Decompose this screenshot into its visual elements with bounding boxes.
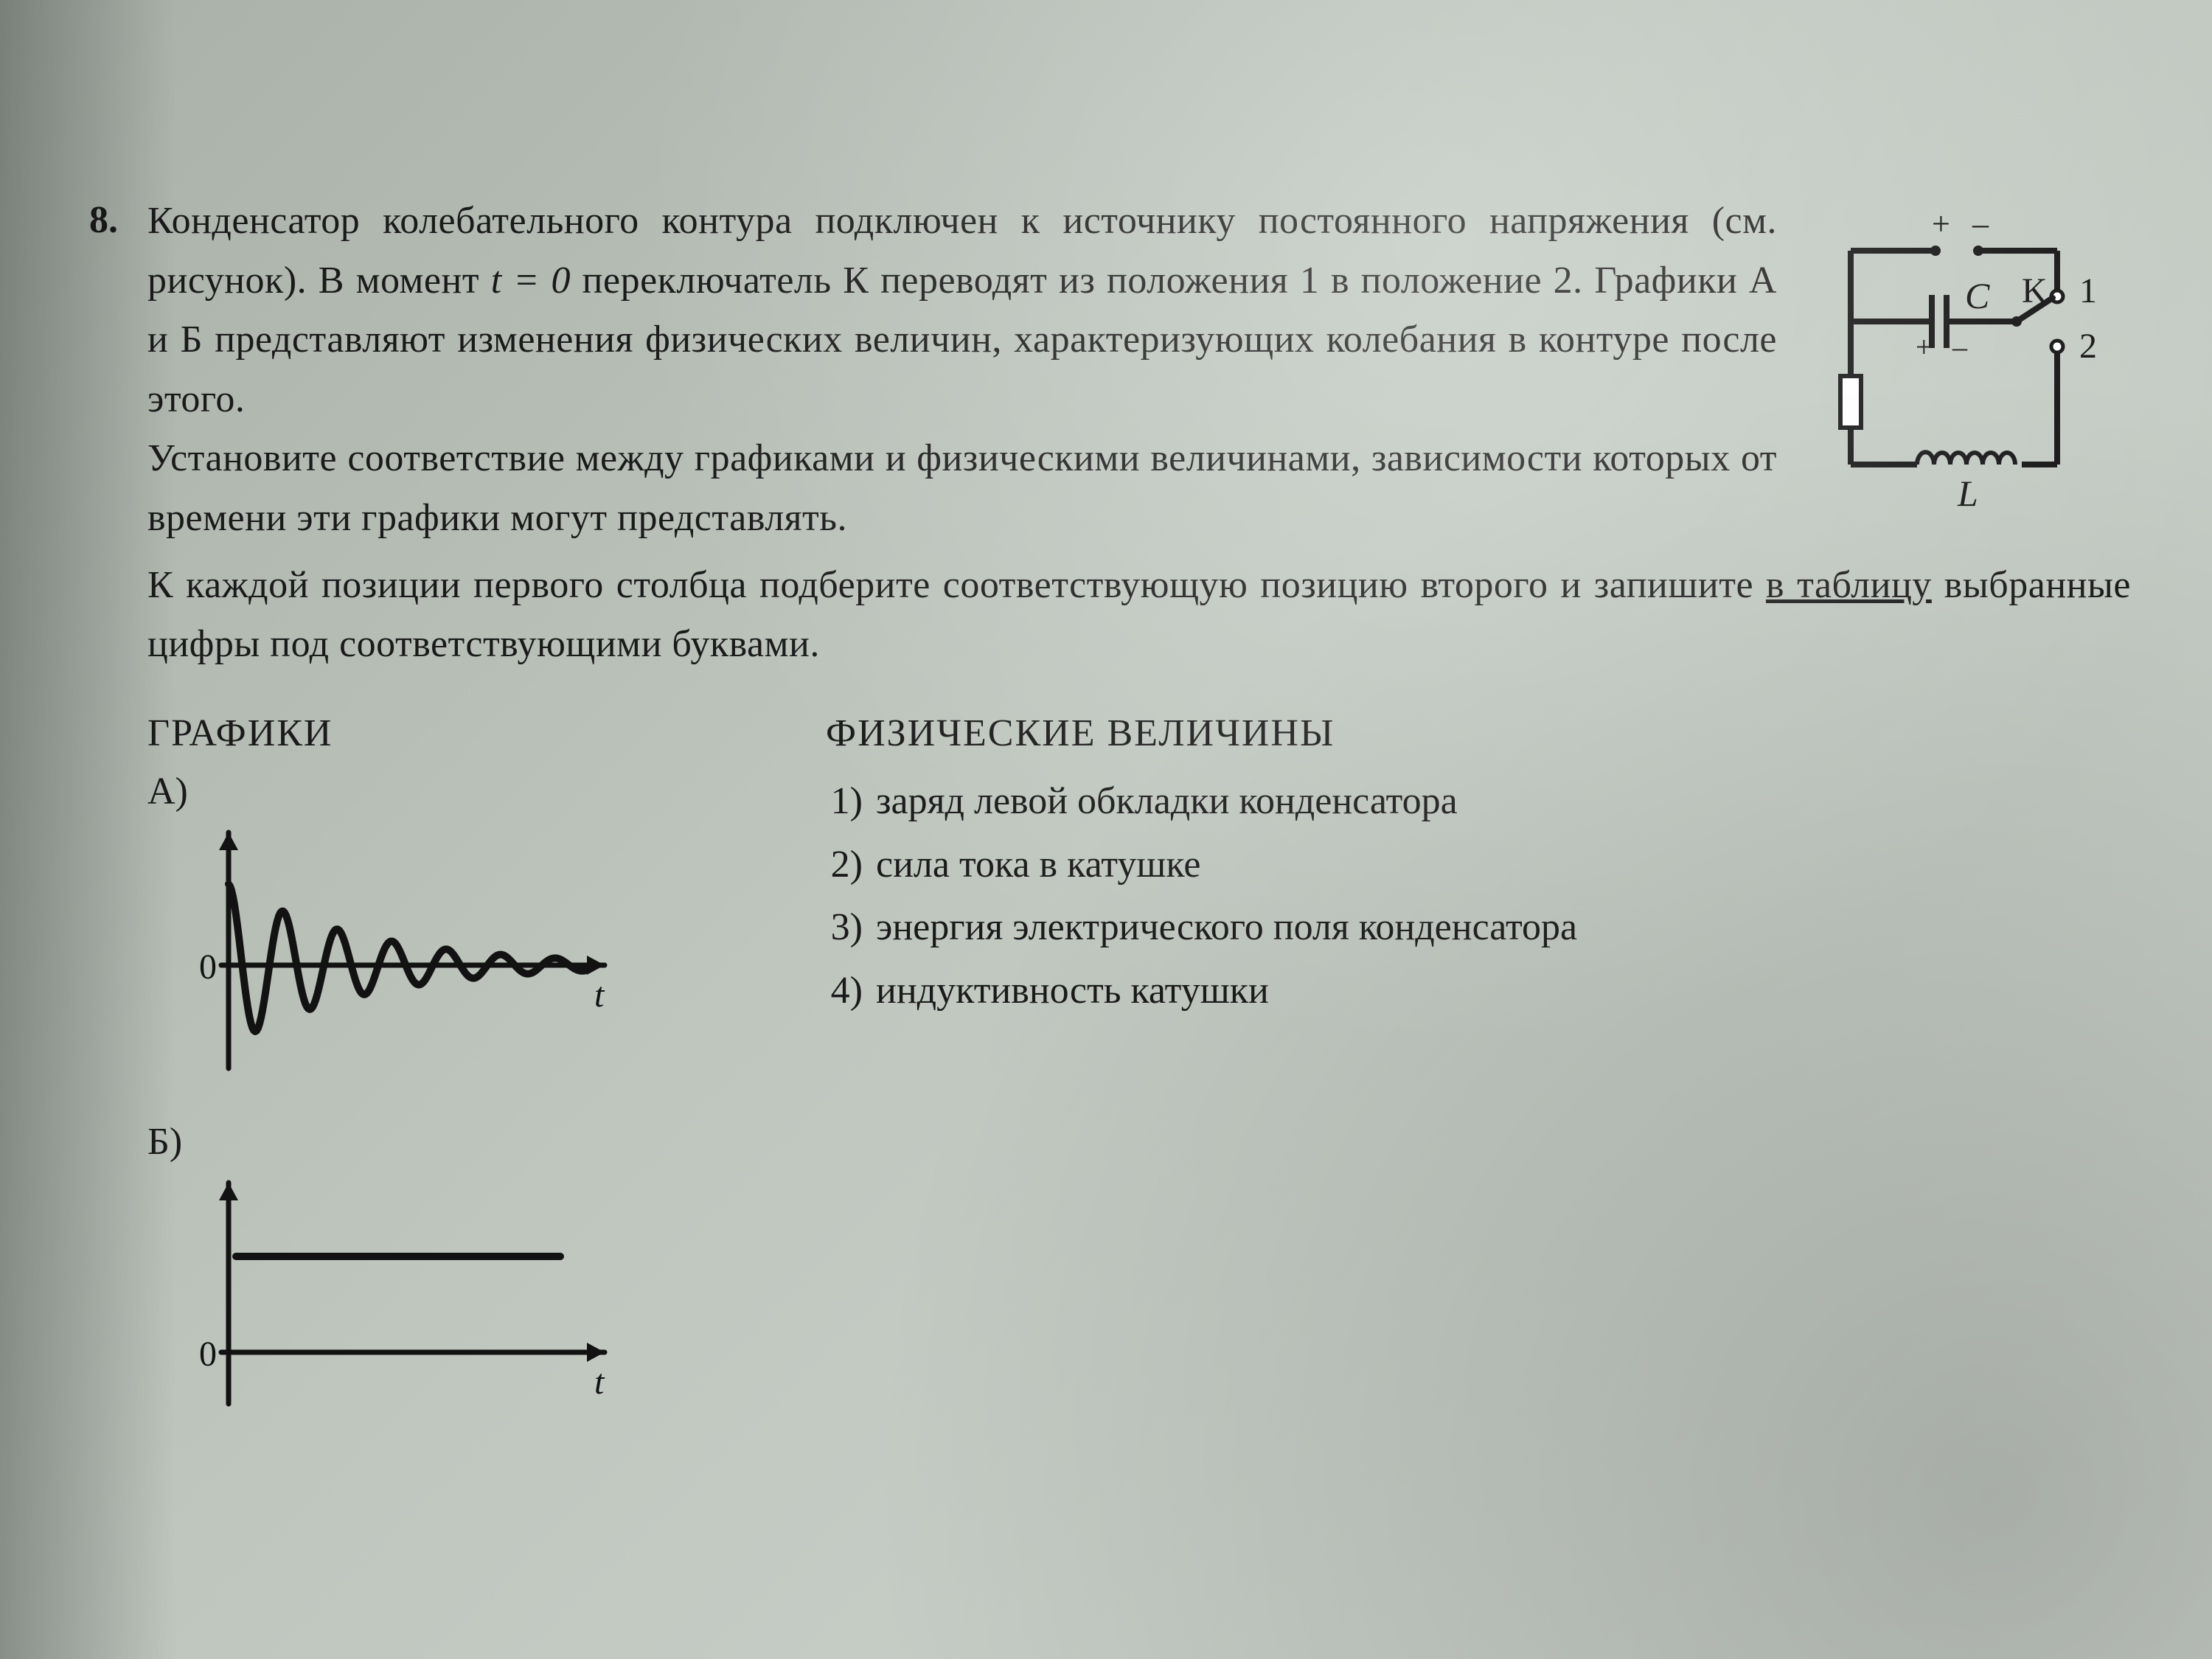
graphs-heading: ГРАФИКИ bbox=[147, 712, 708, 755]
svg-text:–: – bbox=[1952, 330, 1968, 364]
t-equals-zero: t = 0 bbox=[491, 260, 571, 302]
svg-text:L: L bbox=[1957, 473, 1978, 514]
svg-text:0: 0 bbox=[199, 1335, 217, 1374]
quantity-number: 3) bbox=[826, 896, 863, 959]
svg-text:0: 0 bbox=[199, 947, 217, 987]
quantity-text: сила тока в катушке bbox=[876, 833, 1200, 897]
quantity-number: 1) bbox=[826, 770, 863, 833]
quantities-list: 1)заряд левой обкладки конденсатора2)сил… bbox=[826, 770, 2131, 1023]
problem-number: 8. bbox=[66, 192, 118, 249]
graph-A: 0t bbox=[147, 818, 634, 1083]
svg-text:+: + bbox=[1916, 330, 1933, 364]
graphs-column: ГРАФИКИ А) 0t Б) 0t bbox=[147, 712, 708, 1411]
svg-text:2: 2 bbox=[2079, 327, 2097, 366]
quantity-number: 2) bbox=[826, 833, 863, 897]
graph-A-label: А) bbox=[147, 770, 708, 813]
quantity-item: 1)заряд левой обкладки конденсатора bbox=[826, 770, 2131, 833]
quantity-item: 4)индуктивность катушки bbox=[826, 959, 2131, 1023]
svg-text:–: – bbox=[1972, 206, 1989, 242]
quantity-text: энергия электрического поля конденсатора bbox=[876, 896, 1577, 959]
svg-text:+: + bbox=[1932, 206, 1950, 242]
circuit-svg: +–12K+–CL bbox=[1821, 192, 2131, 516]
svg-text:t: t bbox=[594, 975, 605, 1015]
text-3a: К каждой позиции первого столбца подбери… bbox=[147, 564, 1766, 606]
graph-B: 0t bbox=[147, 1168, 634, 1411]
circuit-diagram: +–12K+–CL bbox=[1821, 192, 2131, 516]
quantities-heading: ФИЗИЧЕСКИЕ ВЕЛИЧИНЫ bbox=[826, 712, 2131, 755]
paragraph-3: К каждой позиции первого столбца подбери… bbox=[147, 556, 2131, 675]
problem-body: Конденсатор колебательного контура подкл… bbox=[147, 192, 2131, 1411]
quantities-column: ФИЗИЧЕСКИЕ ВЕЛИЧИНЫ 1)заряд левой обклад… bbox=[826, 712, 2131, 1411]
quantity-text: заряд левой обкладки конденсатора bbox=[876, 770, 1458, 833]
quantity-item: 2)сила тока в катушке bbox=[826, 833, 2131, 897]
svg-text:1: 1 bbox=[2079, 271, 2097, 310]
svg-text:t: t bbox=[594, 1363, 605, 1402]
paragraph-1: Конденсатор колебательного контура подкл… bbox=[147, 192, 1777, 549]
text-2: Установите соответствие между графиками … bbox=[147, 437, 1777, 539]
svg-text:K: K bbox=[2022, 271, 2048, 310]
quantity-text: индуктивность катушки bbox=[876, 959, 1269, 1023]
quantity-item: 3)энергия электрического поля конденсато… bbox=[826, 896, 2131, 959]
svg-text:C: C bbox=[1965, 275, 1990, 316]
text-3-underline: в таблицу bbox=[1766, 564, 1932, 606]
quantity-number: 4) bbox=[826, 959, 863, 1023]
graph-B-label: Б) bbox=[147, 1120, 708, 1164]
